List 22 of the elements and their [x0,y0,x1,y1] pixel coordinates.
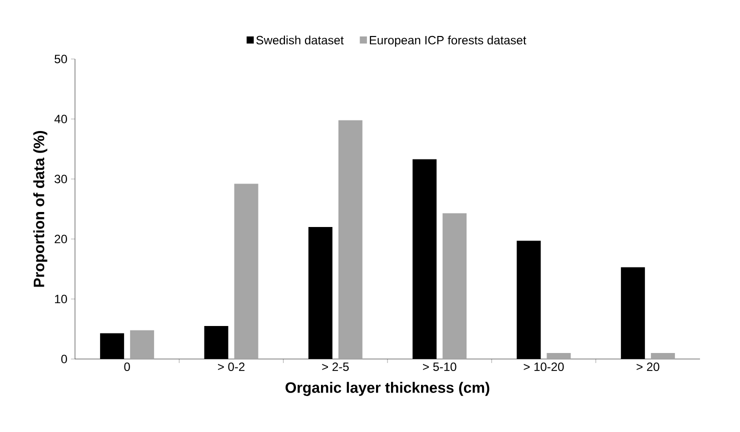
y-tick-label: 50 [54,54,67,64]
x-tick-label: > 0-2 [218,362,244,372]
y-tick-label: 40 [54,114,67,124]
bar [234,184,258,359]
y-tick-label: 30 [54,174,67,184]
bar [650,353,675,359]
bar [338,120,362,359]
x-axis-title: Organic layer thickness (cm) [286,382,490,396]
y-tick-label: 10 [55,294,67,304]
bar [130,330,154,359]
legend-label: European ICP forests dataset [370,36,526,47]
x-tick-label: > 10-20 [524,362,564,372]
bar [546,353,571,359]
y-tick-label: 20 [54,234,67,244]
x-tick-label: > 2-5 [322,362,349,372]
x-tick-label: 0 [124,362,130,372]
legend-label: Swedish dataset [256,36,344,44]
bar [442,213,467,359]
y-tick-label: 0 [61,354,68,364]
x-tick-label: > 20 [636,362,660,372]
y-axis-title: Proportion of data (%) [33,131,48,287]
x-tick-label: > 5-10 [423,362,456,372]
